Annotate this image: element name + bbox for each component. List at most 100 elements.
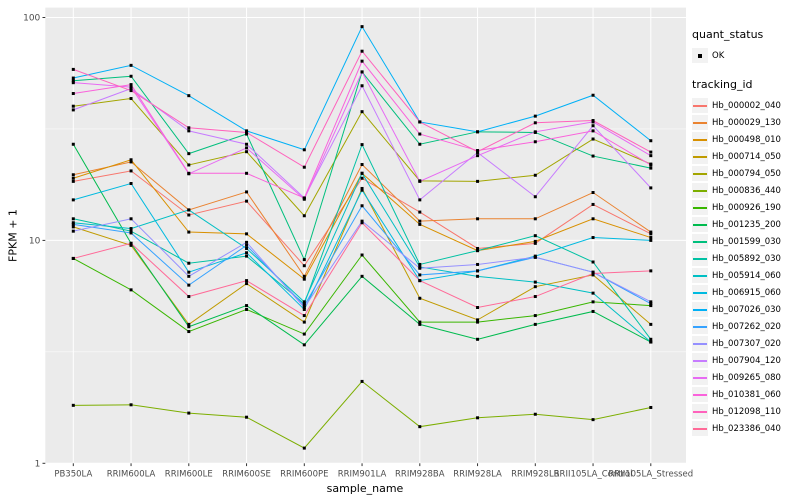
series-color-key-icon	[692, 115, 708, 130]
series-color-key-icon	[692, 353, 708, 368]
legend-item-Hb_000926_190: Hb_000926_190	[692, 199, 798, 216]
data-point	[187, 261, 191, 265]
data-point	[533, 280, 537, 284]
legend-item-label: Hb_007262_020	[712, 321, 781, 332]
data-point	[591, 217, 595, 221]
legend-item-label: Hb_007904_120	[712, 355, 781, 366]
data-point	[129, 227, 133, 231]
data-point	[591, 272, 595, 276]
data-point	[360, 84, 364, 88]
data-point	[71, 92, 75, 96]
data-point	[71, 81, 75, 85]
data-point	[302, 314, 306, 318]
data-point	[71, 229, 75, 233]
data-point	[476, 262, 480, 266]
data-point	[418, 425, 422, 429]
data-point	[187, 208, 191, 212]
legend-item-Hb_006915_060: Hb_006915_060	[692, 284, 798, 301]
series-color-key-icon	[692, 268, 708, 283]
data-point	[71, 222, 75, 226]
series-color-key-icon	[692, 387, 708, 402]
legend-item-label: Hb_007307_020	[712, 338, 781, 349]
data-point	[71, 179, 75, 183]
y-tick-label: 10	[29, 236, 41, 246]
x-tick-label: RRIM600LE	[165, 469, 213, 479]
data-point	[533, 234, 537, 238]
legend-item-label: Hb_001235_200	[712, 219, 781, 230]
data-point	[360, 204, 364, 208]
data-point	[533, 239, 537, 243]
data-point	[71, 403, 75, 407]
data-point	[533, 130, 537, 134]
data-point	[533, 412, 537, 416]
legend-group-quant-status: quant_status OK	[692, 28, 798, 64]
legend-item-Hb_001599_030: Hb_001599_030	[692, 233, 798, 250]
data-point	[418, 273, 422, 277]
data-point	[418, 320, 422, 324]
data-point	[360, 186, 364, 190]
series-color-key-icon	[692, 149, 708, 164]
legend-item-Hb_001235_200: Hb_001235_200	[692, 216, 798, 233]
data-point	[245, 171, 249, 175]
data-point	[71, 67, 75, 71]
data-point	[71, 221, 75, 225]
data-point	[187, 152, 191, 156]
legend-item-Hb_023386_040: Hb_023386_040	[692, 420, 798, 437]
data-point	[418, 132, 422, 136]
data-point	[360, 188, 364, 192]
legend-item-label: Hb_012098_110	[712, 406, 781, 417]
data-point	[476, 130, 480, 134]
series-color-key-icon	[692, 336, 708, 351]
data-point	[649, 166, 653, 170]
data-point	[418, 120, 422, 124]
data-point	[533, 121, 537, 125]
x-tick-label: RRIM901LA	[338, 469, 387, 479]
data-point	[245, 132, 249, 136]
data-point	[129, 217, 133, 221]
data-point	[649, 302, 653, 306]
legend-item-label: Hb_006915_060	[712, 287, 781, 298]
data-point	[533, 241, 537, 245]
data-point	[360, 163, 364, 167]
legend-item-label: Hb_005914_060	[712, 270, 781, 281]
data-point	[591, 129, 595, 133]
series-color-key-icon	[692, 319, 708, 334]
data-point	[129, 241, 133, 245]
ok-point-icon	[692, 48, 708, 63]
data-point	[418, 142, 422, 146]
legend-item-Hb_000794_050: Hb_000794_050	[692, 165, 798, 182]
data-point	[360, 70, 364, 74]
data-point	[360, 379, 364, 383]
data-point	[129, 181, 133, 185]
data-point	[476, 150, 480, 154]
data-point	[302, 320, 306, 324]
legend-group-tracking-id: tracking_id Hb_000002_040 Hb_000029_130 Hb…	[692, 78, 798, 437]
data-point	[245, 129, 249, 133]
data-point	[129, 158, 133, 162]
data-point	[245, 251, 249, 255]
data-point	[418, 262, 422, 266]
data-point	[129, 74, 133, 78]
data-point	[187, 295, 191, 299]
data-point	[71, 142, 75, 146]
x-axis-title: sample_name	[326, 482, 404, 495]
series-color-key-icon	[692, 200, 708, 215]
legend-item-Hb_009265_080: Hb_009265_080	[692, 369, 798, 386]
data-point	[245, 146, 249, 150]
series-color-key-icon	[692, 285, 708, 300]
legend-item-label: Hb_009265_080	[712, 372, 781, 383]
x-tick-label: RRIM600PE	[280, 469, 328, 479]
data-point	[649, 186, 653, 190]
x-tick-label: RRIM928LB	[511, 469, 560, 479]
data-point	[245, 190, 249, 194]
data-point	[360, 221, 364, 225]
data-point	[476, 320, 480, 324]
series-color-key-icon	[692, 251, 708, 266]
legend-item-Hb_000498_010: Hb_000498_010	[692, 131, 798, 148]
data-point	[649, 269, 653, 273]
data-point	[302, 305, 306, 309]
data-point	[245, 282, 249, 286]
series-color-key-icon	[692, 370, 708, 385]
legend-item-label: OK	[712, 50, 725, 61]
series-color-key-icon	[692, 302, 708, 317]
